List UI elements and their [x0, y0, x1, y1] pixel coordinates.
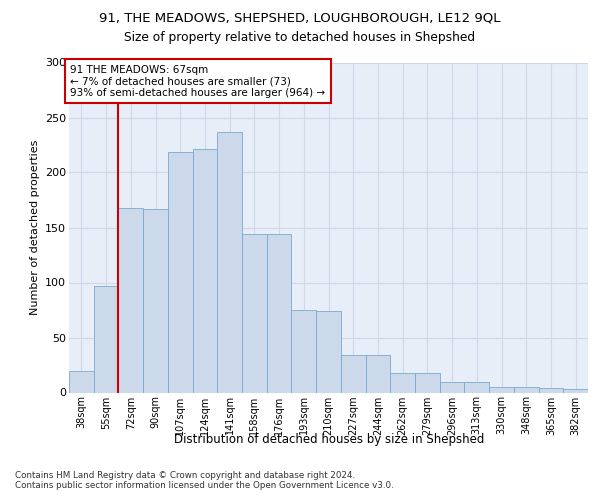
- Bar: [143, 209, 168, 392]
- Bar: [489, 387, 514, 392]
- Text: Distribution of detached houses by size in Shepshed: Distribution of detached houses by size …: [173, 432, 484, 446]
- Y-axis label: Number of detached properties: Number of detached properties: [29, 140, 40, 315]
- Bar: [267, 234, 292, 392]
- Bar: [390, 372, 415, 392]
- Bar: [94, 286, 118, 393]
- Bar: [539, 388, 563, 392]
- Bar: [316, 311, 341, 392]
- Bar: [464, 382, 489, 392]
- Text: Contains HM Land Registry data © Crown copyright and database right 2024.
Contai: Contains HM Land Registry data © Crown c…: [15, 471, 394, 490]
- Bar: [514, 387, 539, 392]
- Text: 91, THE MEADOWS, SHEPSHED, LOUGHBOROUGH, LE12 9QL: 91, THE MEADOWS, SHEPSHED, LOUGHBOROUGH,…: [99, 12, 501, 24]
- Bar: [168, 152, 193, 392]
- Bar: [563, 389, 588, 392]
- Bar: [242, 234, 267, 392]
- Bar: [365, 355, 390, 393]
- Bar: [440, 382, 464, 392]
- Bar: [118, 208, 143, 392]
- Bar: [292, 310, 316, 392]
- Text: Size of property relative to detached houses in Shepshed: Size of property relative to detached ho…: [124, 31, 476, 44]
- Bar: [217, 132, 242, 392]
- Bar: [193, 150, 217, 392]
- Text: 91 THE MEADOWS: 67sqm
← 7% of detached houses are smaller (73)
93% of semi-detac: 91 THE MEADOWS: 67sqm ← 7% of detached h…: [70, 64, 325, 98]
- Bar: [341, 355, 365, 393]
- Bar: [69, 370, 94, 392]
- Bar: [415, 372, 440, 392]
